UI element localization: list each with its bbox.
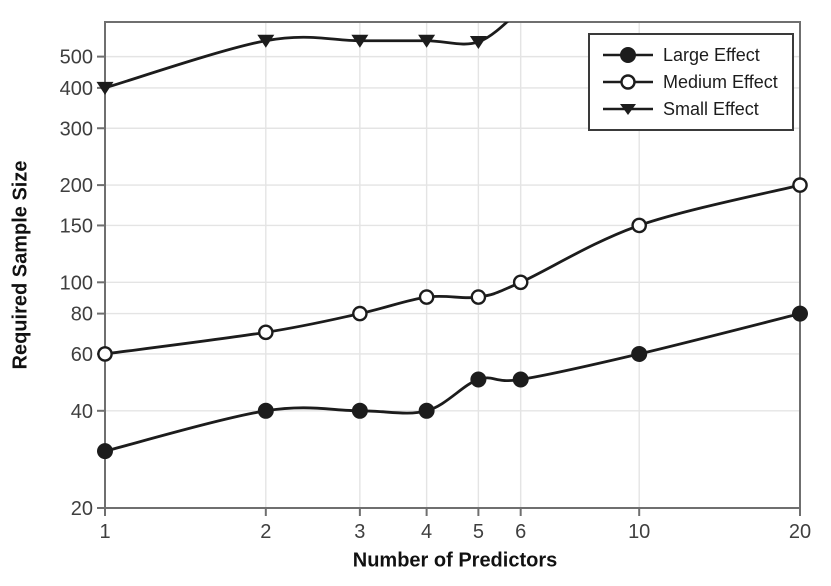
data-point-marker	[418, 34, 436, 48]
data-point-marker	[512, 371, 529, 388]
legend-item-medium-effect: Medium Effect	[602, 70, 792, 94]
data-point-marker	[351, 34, 369, 48]
y-tick-label: 40	[71, 401, 93, 423]
legend-item-large-effect: Large Effect	[602, 43, 792, 67]
data-point-marker	[257, 402, 274, 419]
legend-item-small-effect: Small Effect	[602, 97, 792, 121]
x-tick-label: 4	[421, 521, 432, 543]
data-point-marker	[792, 177, 808, 193]
x-tick-label: 6	[515, 521, 526, 543]
y-tick-label: 20	[71, 498, 93, 520]
y-tick-label: 300	[60, 118, 93, 140]
data-point-marker	[258, 324, 274, 341]
data-point-marker	[470, 289, 487, 305]
series-line-large-effect	[103, 312, 802, 453]
data-point-marker	[257, 34, 275, 48]
filled-triangle-down-marker-icon	[603, 104, 653, 115]
data-point-marker	[469, 35, 487, 49]
data-point-marker	[418, 402, 435, 419]
x-tick-label: 3	[354, 521, 365, 543]
data-point-marker	[792, 305, 808, 322]
data-point-marker	[470, 371, 487, 388]
data-point-marker	[97, 443, 113, 460]
legend-label: Medium Effect	[663, 71, 778, 92]
y-axis-title: Required Sample Size	[9, 160, 32, 370]
open-circle-marker-icon	[603, 74, 653, 90]
y-tick-label: 500	[60, 47, 93, 69]
x-tick-label: 2	[260, 521, 271, 543]
y-tick-label: 200	[60, 175, 93, 197]
y-tick-label: 60	[71, 344, 93, 366]
data-point-marker	[96, 81, 114, 95]
filled-circle-marker-icon	[603, 47, 653, 63]
y-tick-label: 80	[71, 304, 93, 326]
x-tick-label: 1	[99, 521, 110, 543]
x-tick-label: 20	[789, 521, 811, 543]
legend-label: Small Effect	[663, 98, 759, 119]
data-point-marker	[351, 402, 368, 419]
y-tick-label: 100	[60, 272, 93, 294]
x-tick-label: 10	[628, 521, 650, 543]
plot-frame	[104, 21, 801, 509]
data-point-marker	[418, 289, 435, 305]
x-axis-title: Number of Predictors	[352, 549, 558, 572]
data-point-marker	[352, 305, 368, 322]
y-tick-label: 150	[60, 215, 93, 237]
y-tick-label: 400	[60, 78, 93, 100]
series-line-medium-effect	[103, 183, 802, 356]
data-point-marker	[97, 346, 113, 362]
data-point-marker	[631, 345, 648, 362]
legend-label: Large Effect	[663, 44, 760, 65]
data-point-marker	[631, 217, 647, 234]
x-tick-label: 5	[473, 521, 484, 543]
data-point-marker	[512, 274, 529, 291]
legend: Large Effect Medium Effect Small Effect	[588, 33, 794, 131]
